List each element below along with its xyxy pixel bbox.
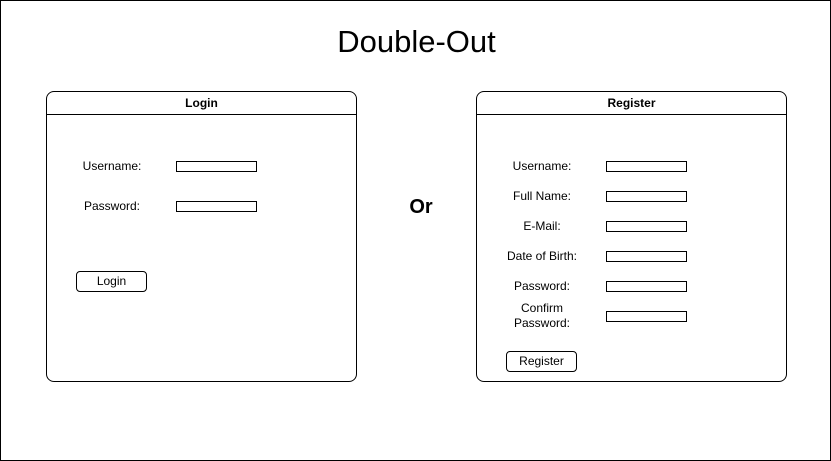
register-fullname-input[interactable] xyxy=(606,191,687,202)
register-fullname-label: Full Name: xyxy=(512,189,571,203)
register-dob-input[interactable] xyxy=(606,251,687,262)
login-panel-header: Login xyxy=(47,92,356,115)
login-username-input[interactable] xyxy=(176,161,257,172)
register-confirm-password-input[interactable] xyxy=(606,311,687,322)
register-panel-header: Register xyxy=(477,92,786,115)
register-username-input[interactable] xyxy=(606,161,687,172)
login-username-label: Username: xyxy=(82,159,142,173)
register-dob-label: Date of Birth: xyxy=(506,249,578,263)
login-password-input[interactable] xyxy=(176,201,257,212)
page-title: Double-Out xyxy=(337,24,496,59)
register-email-label: E-Mail: xyxy=(523,219,561,233)
register-panel: Register Username: Full Name: E-Mail: Da… xyxy=(476,91,787,382)
register-button[interactable]: Register xyxy=(506,351,577,372)
register-password-input[interactable] xyxy=(606,281,687,292)
login-password-label: Password: xyxy=(83,199,141,213)
login-panel: Login Username: Password: Login xyxy=(46,91,357,382)
register-email-input[interactable] xyxy=(606,221,687,232)
register-username-label: Username: xyxy=(512,159,572,173)
or-divider-text: Or xyxy=(409,196,433,218)
register-confirm-password-label: Confirm Password: xyxy=(513,301,571,330)
register-password-label: Password: xyxy=(513,279,571,293)
login-button[interactable]: Login xyxy=(76,271,147,292)
